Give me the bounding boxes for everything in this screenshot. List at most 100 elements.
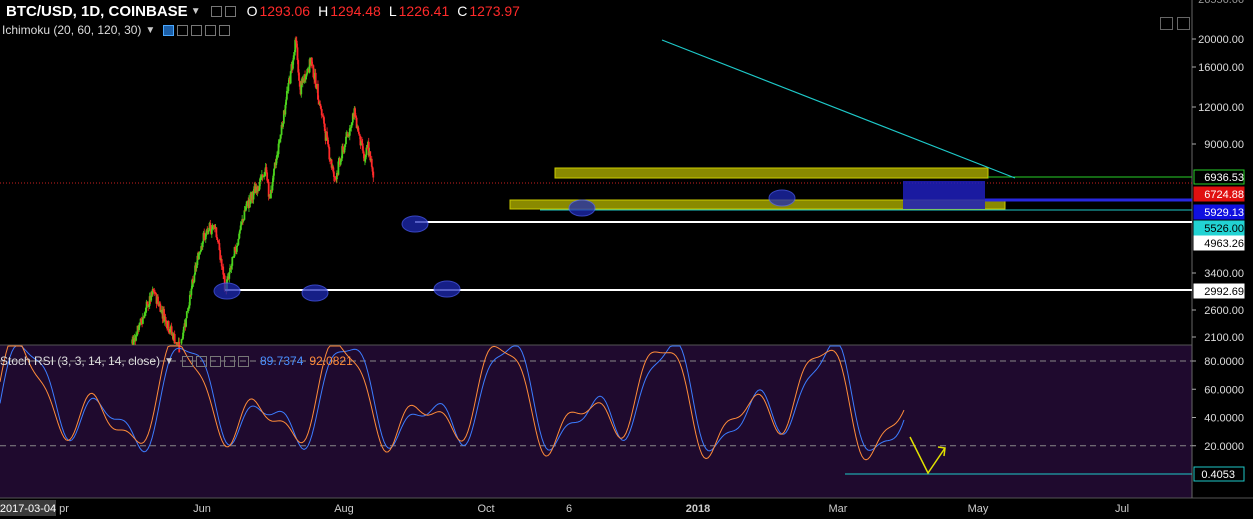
candle-body	[234, 247, 237, 251]
candle-body	[135, 334, 137, 341]
eye-icon[interactable]	[163, 24, 175, 36]
candle-body	[145, 301, 148, 308]
candle-body	[244, 210, 247, 212]
maximize-pane-icon[interactable]	[1160, 17, 1173, 30]
candle-body	[190, 288, 193, 296]
price-tag-box	[1193, 186, 1245, 202]
candle-body	[344, 143, 347, 148]
candle-body	[357, 126, 360, 132]
candle-body	[219, 250, 222, 260]
candle-body	[229, 267, 231, 273]
candle-body	[228, 272, 231, 279]
add-icon[interactable]	[223, 355, 235, 367]
candle-body	[213, 226, 216, 229]
candle-body	[210, 228, 213, 235]
eye-icon[interactable]	[224, 5, 236, 17]
symbol-title[interactable]: BTC/USD, 1D, COINBASE	[6, 2, 188, 20]
candle-body	[164, 317, 167, 321]
y-tick-label: 20000.00	[1198, 34, 1244, 46]
candle-body	[266, 172, 269, 181]
add-icon[interactable]	[205, 24, 217, 36]
candle-body	[314, 72, 317, 88]
candle-body	[295, 39, 297, 41]
pivot-circle	[568, 199, 596, 217]
close-icon[interactable]	[219, 24, 231, 36]
candle-body	[322, 116, 325, 118]
copy-icon[interactable]	[209, 355, 221, 367]
candle-body	[240, 222, 243, 226]
settings-icon[interactable]	[195, 355, 207, 367]
candle-body	[358, 133, 361, 136]
chart-header: BTC/USD, 1D, COINBASE ▼ O 1293.06 H 1294.4…	[0, 0, 520, 22]
candle-body	[332, 166, 335, 172]
candle-body	[232, 256, 235, 258]
open-value: 1293.06	[259, 3, 311, 19]
candle-body	[350, 124, 353, 128]
candle-body	[170, 326, 173, 335]
settings-icon[interactable]	[210, 5, 222, 17]
y-tick-label: 12000.00	[1198, 102, 1244, 114]
price-tag-box	[1193, 169, 1245, 185]
candle-body	[317, 83, 319, 100]
x-tick-label: Mar	[829, 503, 848, 515]
candle-body	[294, 39, 297, 53]
symbol-dropdown-icon[interactable]: ▼	[190, 5, 201, 17]
candle-body	[279, 138, 281, 142]
stoch-rsi-dropdown-icon[interactable]: ▼	[164, 355, 174, 367]
candle-body	[267, 181, 270, 197]
candle-body	[369, 151, 372, 161]
candle-body	[263, 171, 266, 176]
candle-body	[364, 154, 367, 160]
x-tick-label: Oct	[477, 503, 494, 515]
copy-icon[interactable]	[191, 24, 203, 36]
candle-body	[272, 175, 275, 183]
candle-body	[297, 60, 300, 73]
candle-body	[154, 293, 157, 295]
minimize-pane-icon[interactable]	[1177, 17, 1190, 30]
price-tag-label: 4963.26	[1204, 238, 1244, 250]
candle-body	[348, 128, 351, 136]
candle-body	[305, 73, 308, 77]
high-value: 1294.48	[330, 3, 381, 19]
candle-body	[326, 137, 329, 145]
price-tag-label: 2992.69	[1204, 286, 1244, 298]
candle-body	[185, 311, 188, 319]
candle-body	[169, 328, 172, 333]
candle-body	[188, 294, 191, 306]
candle-body	[245, 201, 248, 207]
x-tick-label: Jun	[193, 503, 211, 515]
candle-body	[178, 341, 181, 353]
candle-body	[222, 266, 225, 275]
eye-icon[interactable]	[181, 355, 193, 367]
candle-body	[361, 140, 363, 144]
candle-body	[265, 167, 268, 173]
candle-body	[271, 182, 274, 191]
settings-icon[interactable]	[177, 24, 189, 36]
candle-body	[312, 65, 315, 78]
candle-body	[354, 116, 357, 118]
y-tick-label: 2100.00	[1204, 332, 1244, 344]
candle-body	[273, 168, 275, 176]
stoch-k-value: 89.7374	[259, 354, 304, 368]
crosshair-date-box	[0, 500, 56, 516]
high-label: H	[318, 3, 329, 19]
candle-body	[231, 257, 234, 266]
ichimoku-label[interactable]: Ichimoku (20, 60, 120, 30)	[2, 23, 142, 37]
candle-body	[320, 109, 323, 116]
rsi-last-tag-label: 0.4053	[1201, 469, 1235, 481]
candle-body	[354, 108, 356, 117]
candle-body	[159, 303, 162, 312]
candle-body	[363, 153, 366, 162]
close-label: C	[457, 3, 468, 19]
candle-body	[160, 310, 162, 312]
stoch-rsi-label[interactable]: Stoch RSI (3, 3, 14, 14, close)	[0, 354, 161, 368]
candle-body	[257, 186, 259, 192]
candle-body	[237, 238, 240, 245]
candle-body	[195, 265, 198, 269]
indicator-dropdown-icon[interactable]: ▼	[145, 24, 156, 36]
close-icon[interactable]	[237, 355, 249, 367]
top-partial-tag: 26556.66	[1198, 0, 1244, 6]
candle-body	[167, 321, 170, 333]
candle-body	[207, 230, 210, 232]
